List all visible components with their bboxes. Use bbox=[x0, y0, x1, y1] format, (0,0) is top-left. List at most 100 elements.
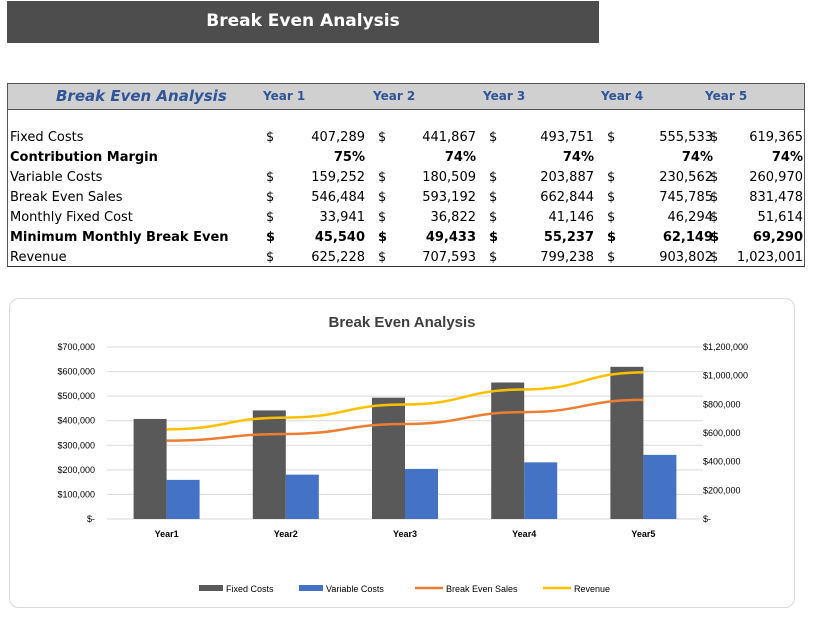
right-axis-tick: $200,000 bbox=[703, 485, 741, 495]
currency-symbol: $ bbox=[710, 170, 719, 185]
cell-value: 41,146 bbox=[548, 210, 595, 225]
currency-symbol: $ bbox=[607, 130, 616, 145]
currency-symbol: $ bbox=[710, 190, 719, 205]
x-axis-tick: Year2 bbox=[274, 529, 298, 539]
currency-symbol: $ bbox=[378, 250, 387, 265]
cell-value: 159,252 bbox=[311, 170, 365, 185]
right-axis-tick: $1,000,000 bbox=[703, 371, 748, 381]
cell-value: 75% bbox=[333, 150, 365, 165]
currency-symbol: $ bbox=[607, 170, 616, 185]
bar-variable-costs bbox=[405, 468, 438, 519]
line-revenue bbox=[166, 371, 644, 431]
bar-fixed-costs bbox=[491, 382, 525, 519]
cell-value: 1,023,001 bbox=[736, 250, 803, 265]
table-header-title: Break Even Analysis bbox=[56, 87, 227, 105]
table-header: Break Even Analysis Year 1 Year 2 Year 3… bbox=[8, 84, 804, 110]
left-axis-tick: $500,000 bbox=[57, 391, 95, 401]
currency-symbol: $ bbox=[378, 170, 387, 185]
legend-label: Revenue bbox=[574, 584, 610, 594]
bar-fixed-costs bbox=[372, 397, 405, 519]
row-label: Minimum Monthly Break Even bbox=[10, 230, 229, 245]
left-axis-tick: $600,000 bbox=[57, 367, 95, 377]
left-axis-tick: $400,000 bbox=[57, 416, 95, 426]
currency-symbol: $ bbox=[266, 230, 276, 245]
cell-value: 799,238 bbox=[540, 250, 594, 265]
row-label: Variable Costs bbox=[10, 170, 103, 185]
x-axis-tick: Year5 bbox=[631, 529, 655, 539]
table-row: Fixed Costs $407,289 $441,867 $493,751 $555,… bbox=[8, 128, 804, 148]
row-label: Break Even Sales bbox=[10, 190, 123, 205]
legend-swatch bbox=[199, 585, 223, 591]
table-row: Minimum Monthly Break Even $45,540 $49,433… bbox=[8, 228, 804, 248]
currency-symbol: $ bbox=[378, 210, 387, 225]
break-even-chart: Break Even Analysis $- $100,000 $200,000 $30… bbox=[57, 314, 748, 594]
bar-variable-costs bbox=[166, 479, 200, 519]
currency-symbol: $ bbox=[266, 190, 275, 205]
cell-value: 555,533 bbox=[659, 130, 713, 145]
left-axis-tick: $200,000 bbox=[57, 465, 95, 475]
left-axis-tick: $700,000 bbox=[57, 342, 95, 352]
legend-label: Fixed Costs bbox=[226, 584, 274, 594]
currency-symbol: $ bbox=[607, 230, 617, 245]
cell-value: 203,887 bbox=[540, 170, 594, 185]
cell-value: 51,614 bbox=[757, 210, 804, 225]
currency-symbol: $ bbox=[489, 190, 498, 205]
header-year-2: Year 2 bbox=[373, 89, 416, 103]
table-row: Contribution Margin 75% 74% 74% 74% 74% bbox=[8, 148, 804, 168]
currency-symbol: $ bbox=[266, 210, 275, 225]
left-axis-tick: $300,000 bbox=[57, 440, 95, 450]
currency-symbol: $ bbox=[489, 230, 499, 245]
table-row: Monthly Fixed Cost $33,941 $36,822 $41,146 $… bbox=[8, 208, 804, 228]
line-break-even-sales bbox=[166, 398, 644, 442]
cell-value: 46,294 bbox=[667, 210, 714, 225]
cell-value: 74% bbox=[444, 150, 476, 165]
cell-value: 707,593 bbox=[422, 250, 476, 265]
cell-value: 62,149 bbox=[662, 230, 713, 245]
currency-symbol: $ bbox=[489, 210, 498, 225]
cell-value: 180,509 bbox=[422, 170, 476, 185]
currency-symbol: $ bbox=[266, 130, 275, 145]
legend-label: Variable Costs bbox=[326, 584, 384, 594]
cell-value: 625,228 bbox=[311, 250, 365, 265]
currency-symbol: $ bbox=[607, 190, 616, 205]
currency-symbol: $ bbox=[710, 210, 719, 225]
currency-symbol: $ bbox=[710, 250, 719, 265]
bar-variable-costs bbox=[285, 474, 319, 519]
table-row: Variable Costs $159,252 $180,509 $203,887 $2… bbox=[8, 168, 804, 188]
currency-symbol: $ bbox=[266, 250, 275, 265]
cell-value: 36,822 bbox=[430, 210, 477, 225]
currency-symbol: $ bbox=[378, 190, 387, 205]
bar-fixed-costs bbox=[610, 366, 644, 519]
title-banner: Break Even Analysis bbox=[7, 1, 599, 43]
right-axis-tick: $800,000 bbox=[703, 399, 741, 409]
x-axis-tick: Year1 bbox=[155, 529, 179, 539]
cell-value: 745,785 bbox=[659, 190, 713, 205]
row-label: Contribution Margin bbox=[10, 150, 158, 165]
cell-value: 74% bbox=[681, 150, 713, 165]
currency-symbol: $ bbox=[266, 170, 275, 185]
currency-symbol: $ bbox=[489, 250, 498, 265]
x-axis-tick: Year3 bbox=[393, 529, 417, 539]
bar-fixed-costs bbox=[252, 410, 286, 519]
row-label: Monthly Fixed Cost bbox=[10, 210, 133, 225]
cell-value: 903,802 bbox=[659, 250, 713, 265]
legend-label: Break Even Sales bbox=[446, 584, 518, 594]
cell-value: 407,289 bbox=[311, 130, 365, 145]
currency-symbol: $ bbox=[489, 170, 498, 185]
cell-value: 74% bbox=[771, 150, 803, 165]
left-axis-tick: $100,000 bbox=[57, 489, 95, 499]
bar-variable-costs bbox=[643, 454, 677, 519]
currency-symbol: $ bbox=[489, 130, 498, 145]
cell-value: 55,237 bbox=[543, 230, 594, 245]
cell-value: 546,484 bbox=[311, 190, 365, 205]
cell-value: 260,970 bbox=[749, 170, 803, 185]
x-axis-tick: Year4 bbox=[512, 529, 536, 539]
cell-value: 593,192 bbox=[422, 190, 476, 205]
right-axis-tick: $1,200,000 bbox=[703, 342, 748, 352]
currency-symbol: $ bbox=[378, 130, 387, 145]
cell-value: 831,478 bbox=[749, 190, 803, 205]
left-axis-tick: $- bbox=[87, 514, 95, 524]
currency-symbol: $ bbox=[378, 230, 388, 245]
break-even-table: Break Even Analysis Year 1 Year 2 Year 3… bbox=[7, 83, 805, 267]
right-axis-tick: $600,000 bbox=[703, 428, 741, 438]
